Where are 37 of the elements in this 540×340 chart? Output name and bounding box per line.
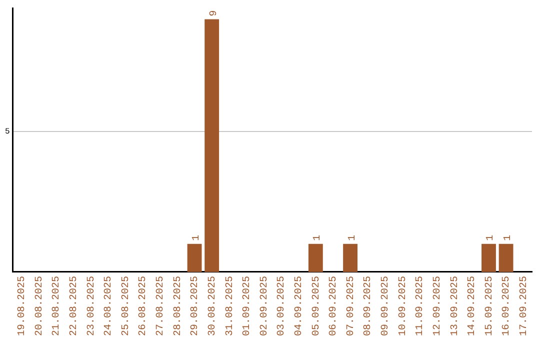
x-tick-label: 09.09.2025 [380,276,392,336]
x-tick-label: 19.08.2025 [17,276,28,336]
x-tick-label: 17.09.2025 [518,276,530,336]
x-tick-label: 05.09.2025 [311,276,322,336]
x-tick-label: 26.08.2025 [138,276,150,336]
x-tick-label: 28.08.2025 [172,276,184,336]
x-tick-label: 02.09.2025 [259,276,270,336]
x-tick-label: 27.08.2025 [156,276,167,336]
x-tick-label: 03.09.2025 [276,276,288,336]
x-tick-label: 12.09.2025 [432,276,444,336]
x-tick-label: 24.08.2025 [104,276,115,336]
x-tick-label: 06.09.2025 [328,276,340,336]
x-tick-label: 16.09.2025 [502,276,513,336]
x-tick-label: 10.09.2025 [398,276,409,336]
x-tick-label: 25.08.2025 [120,276,132,336]
data-label: 1 [192,234,203,241]
x-tick-label: 08.09.2025 [363,276,374,336]
x-tick-label: 30.08.2025 [207,276,218,336]
y-tick-label: 5 [4,128,10,137]
x-tick-label: 22.08.2025 [69,276,80,336]
x-tick-label: 29.08.2025 [190,276,202,336]
data-label: 1 [347,234,358,241]
x-tick-label: 13.09.2025 [450,276,461,336]
data-label: 1 [312,234,324,241]
x-tick-label: 21.08.2025 [52,276,63,336]
x-tick-label: 31.08.2025 [224,276,236,336]
x-tick-label: 07.09.2025 [346,276,357,336]
x-tick-label: 14.09.2025 [467,276,478,336]
x-tick-label: 01.09.2025 [242,276,254,336]
x-tick-label: 20.08.2025 [34,276,46,336]
x-tick-label: 23.08.2025 [86,276,98,336]
data-label: 1 [486,234,497,241]
x-tick-label: 15.09.2025 [484,276,496,336]
x-tick-label: 11.09.2025 [415,276,426,336]
x-tick-label: 04.09.2025 [294,276,305,336]
data-label: 9 [208,10,220,16]
data-label: 1 [503,234,514,241]
